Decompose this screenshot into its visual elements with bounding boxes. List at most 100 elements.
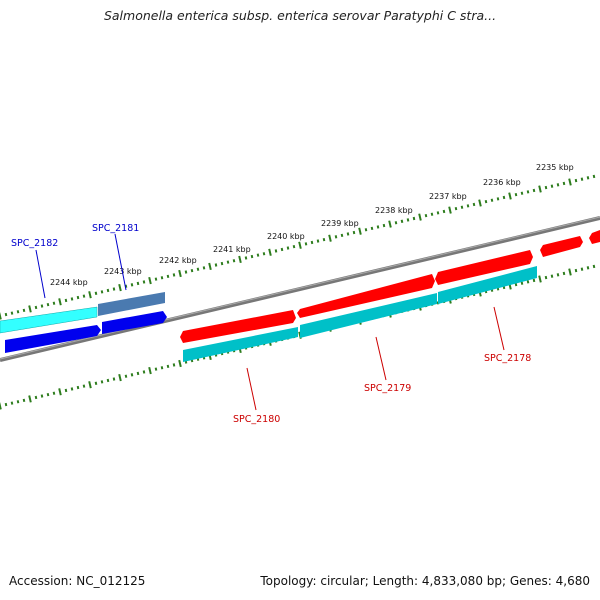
label-leader-spc-2182	[35, 249, 46, 299]
minor-tick	[256, 253, 260, 257]
major-tick	[208, 262, 212, 271]
genome-backbone	[0, 216, 600, 362]
gene-label-spc-2180[interactable]: SPC_2180	[233, 414, 280, 425]
minor-tick	[70, 297, 74, 301]
minor-tick	[424, 213, 428, 218]
minor-tick	[130, 373, 134, 377]
label-leader-spc-2180	[246, 367, 257, 411]
minor-tick	[580, 177, 584, 181]
gene-right-1-feature[interactable]	[540, 236, 583, 257]
major-tick	[298, 241, 302, 249]
minor-tick	[166, 364, 170, 369]
gene-spc-2182-feature[interactable]	[0, 306, 101, 353]
minor-tick	[442, 209, 446, 214]
minor-tick	[520, 281, 524, 285]
gene-spc-2180-arrow	[180, 310, 296, 343]
minor-tick	[112, 287, 116, 291]
gene-spc-2179-feature[interactable]	[297, 274, 437, 338]
minor-tick	[52, 301, 56, 305]
major-tick	[178, 269, 182, 278]
minor-tick	[154, 367, 158, 371]
minor-tick	[16, 400, 20, 404]
gene-spc-2179-cds	[300, 293, 437, 338]
minor-tick	[46, 302, 50, 307]
minor-tick	[166, 274, 170, 279]
minor-tick	[40, 304, 44, 308]
minor-tick	[550, 274, 554, 278]
minor-tick	[214, 263, 218, 267]
minor-tick	[46, 392, 50, 397]
footer-summary: Topology: circular; Length: 4,833,080 bp…	[260, 574, 590, 588]
major-tick	[388, 220, 392, 228]
minor-tick	[142, 370, 146, 374]
gene-spc-2182-arrow	[5, 325, 101, 353]
minor-tick	[112, 377, 116, 381]
minor-tick	[514, 282, 518, 287]
gene-spc-2178-cds	[438, 266, 537, 304]
minor-tick	[70, 387, 74, 391]
gene-label-spc-2182[interactable]: SPC_2182	[11, 238, 58, 249]
minor-tick	[304, 242, 308, 246]
minor-tick	[364, 228, 368, 232]
scale-label: 2235 kbp	[536, 163, 574, 172]
minor-tick	[394, 221, 398, 225]
minor-tick	[160, 366, 164, 370]
major-tick	[538, 185, 542, 193]
minor-tick	[526, 190, 530, 194]
minor-tick	[10, 401, 14, 405]
minor-tick	[346, 232, 350, 236]
minor-tick	[226, 260, 230, 264]
major-tick	[58, 388, 62, 396]
gene-spc-2182-cds	[0, 306, 98, 334]
scale-label: 2239 kbp	[321, 219, 359, 228]
gene-label-spc-2178[interactable]: SPC_2178	[484, 353, 531, 364]
minor-tick	[82, 384, 86, 388]
minor-tick	[244, 256, 248, 260]
scale-label: 2237 kbp	[429, 192, 467, 201]
major-tick	[178, 359, 182, 368]
minor-tick	[76, 385, 80, 390]
major-tick	[568, 268, 572, 276]
minor-tick	[490, 198, 494, 202]
major-tick	[0, 402, 2, 410]
minor-tick	[544, 185, 548, 190]
minor-tick	[562, 181, 566, 186]
minor-tick	[124, 284, 128, 288]
minor-tick	[172, 363, 176, 367]
scale-label: 2240 kbp	[267, 232, 305, 241]
gene-spc-2180-feature[interactable]	[180, 310, 298, 362]
major-tick	[418, 213, 422, 221]
gene-spc-2178-feature[interactable]	[435, 250, 537, 304]
footer-accession: Accession: NC_012125	[9, 574, 146, 588]
scale-label: 2242 kbp	[159, 256, 197, 265]
minor-tick	[106, 378, 110, 383]
minor-tick	[34, 395, 38, 400]
minor-tick	[502, 195, 506, 200]
minor-tick	[196, 267, 200, 271]
map-title: Salmonella enterica subsp. enterica sero…	[103, 8, 497, 23]
gene-label-spc-2181[interactable]: SPC_2181	[92, 223, 139, 234]
major-tick	[88, 381, 92, 389]
minor-tick	[10, 311, 14, 315]
gene-spc-2181-feature[interactable]	[98, 292, 167, 334]
minor-tick	[574, 268, 578, 273]
minor-tick	[562, 271, 566, 276]
genome-backbone-highlight	[0, 216, 600, 360]
minor-tick	[190, 268, 194, 273]
minor-tick	[580, 267, 584, 271]
minor-tick	[220, 261, 224, 266]
major-tick	[448, 206, 452, 214]
minor-tick	[592, 174, 596, 179]
minor-tick	[262, 252, 266, 256]
outer-tick-ring	[0, 174, 596, 320]
minor-tick	[172, 273, 176, 277]
minor-tick	[400, 219, 404, 223]
major-tick	[358, 227, 362, 235]
minor-tick	[472, 202, 476, 207]
minor-tick	[4, 312, 8, 317]
minor-tick	[22, 398, 26, 403]
gene-right-2-feature[interactable]	[589, 230, 600, 244]
gene-label-spc-2179[interactable]: SPC_2179	[364, 383, 411, 394]
minor-tick	[160, 276, 164, 280]
